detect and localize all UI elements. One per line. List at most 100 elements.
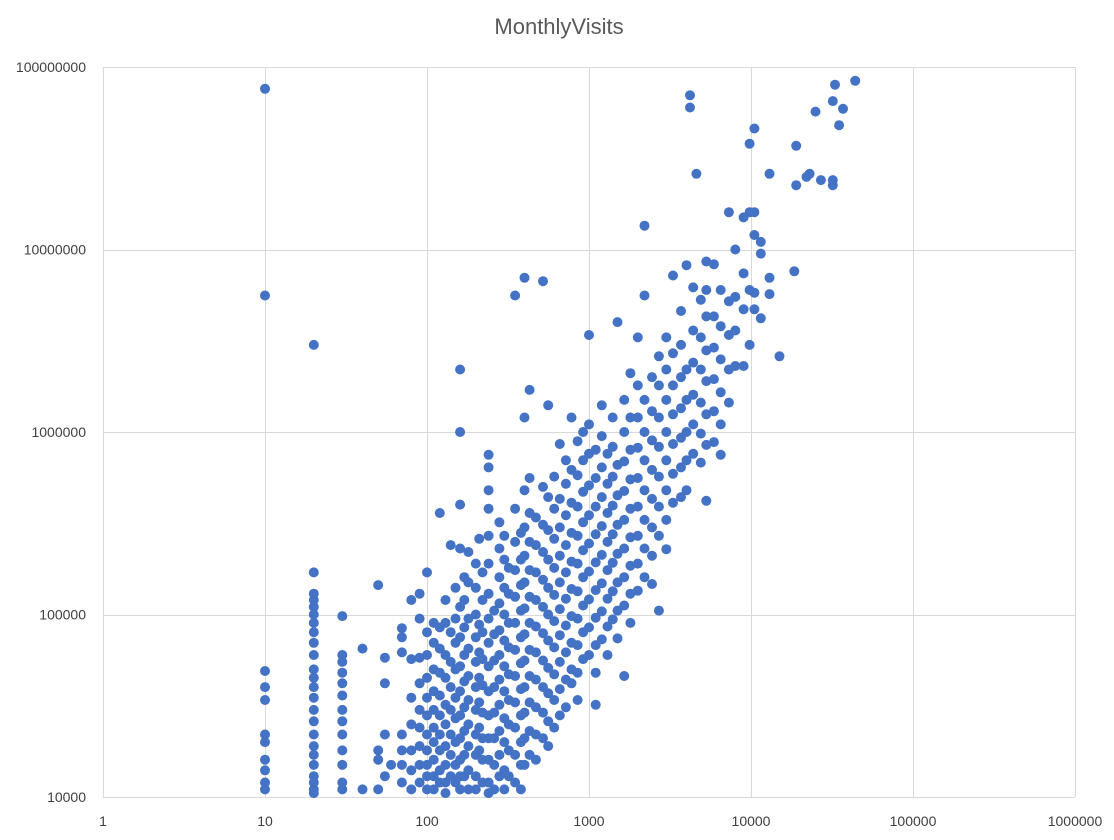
data-point <box>428 754 439 765</box>
data-point <box>530 595 541 605</box>
data-point <box>647 406 657 417</box>
data-point <box>260 666 270 676</box>
data-point <box>477 595 488 605</box>
data-point <box>445 682 456 693</box>
data-point <box>578 486 589 497</box>
data-point <box>619 456 630 467</box>
data-point <box>260 737 270 748</box>
data-point <box>308 682 319 693</box>
data-point <box>308 759 319 770</box>
data-point <box>647 579 657 589</box>
data-point <box>515 784 526 795</box>
data-point <box>602 621 613 632</box>
data-point <box>337 611 348 622</box>
gridlines <box>103 67 1076 798</box>
data-point <box>459 749 470 760</box>
data-point <box>708 406 719 417</box>
data-point <box>463 577 474 588</box>
data-point <box>549 503 560 514</box>
data-point <box>445 540 456 551</box>
data-point <box>440 788 451 799</box>
data-point <box>695 397 706 408</box>
data-point <box>499 784 510 795</box>
data-point <box>554 550 565 561</box>
data-point <box>738 304 749 315</box>
data-point <box>524 473 535 483</box>
data-point <box>708 374 719 385</box>
data-point <box>815 175 826 186</box>
data-point <box>434 729 445 740</box>
data-point <box>681 455 692 466</box>
data-point <box>602 650 613 660</box>
data-point <box>459 702 470 713</box>
data-point <box>379 652 390 663</box>
data-point <box>510 644 521 655</box>
data-point <box>560 540 571 551</box>
data-point <box>791 140 802 151</box>
data-point <box>510 536 521 547</box>
data-point <box>308 664 319 675</box>
data-point <box>560 567 571 578</box>
x-axis-tick-labels: 1 10 100 1000 10000 100000 1000000 <box>99 813 1102 829</box>
data-point <box>676 306 686 316</box>
data-point <box>791 180 802 191</box>
data-point <box>632 558 643 569</box>
data-point <box>668 270 678 281</box>
y-tick-label: 1000000 <box>31 424 86 440</box>
data-point <box>538 276 548 287</box>
data-point <box>510 697 521 708</box>
data-point <box>543 635 554 646</box>
data-point <box>827 180 838 191</box>
data-point <box>691 168 702 179</box>
data-point <box>455 499 466 510</box>
data-point <box>590 444 601 455</box>
data-point <box>494 674 505 685</box>
data-point <box>489 733 500 744</box>
data-point <box>612 548 623 559</box>
data-point <box>607 557 618 568</box>
x-tick-label: 1 <box>99 813 107 829</box>
data-point <box>463 613 474 624</box>
data-point <box>639 543 650 554</box>
data-point <box>701 495 712 506</box>
data-point <box>470 558 481 569</box>
data-point <box>308 339 319 350</box>
data-point <box>455 686 466 697</box>
data-point <box>260 695 270 705</box>
data-point <box>543 716 554 727</box>
data-point <box>379 678 390 689</box>
data-point <box>584 566 594 577</box>
data-point <box>639 455 650 466</box>
data-point <box>632 501 643 512</box>
data-point <box>406 719 417 730</box>
data-point <box>554 439 565 449</box>
data-point <box>455 661 466 672</box>
data-point <box>337 716 348 727</box>
data-point <box>738 361 749 371</box>
data-point <box>572 613 583 624</box>
data-point <box>688 389 699 400</box>
data-point <box>590 473 601 483</box>
data-point <box>653 471 664 482</box>
data-point <box>510 503 521 514</box>
data-point <box>661 427 672 437</box>
data-point <box>440 759 451 770</box>
data-point <box>676 372 686 383</box>
data-point <box>625 368 636 379</box>
data-point <box>308 617 319 628</box>
data-point <box>308 672 319 683</box>
data-point <box>607 500 618 511</box>
data-point <box>463 784 474 795</box>
data-point <box>463 695 474 705</box>
data-point <box>625 474 636 485</box>
data-point <box>470 609 481 620</box>
data-point <box>639 485 650 496</box>
data-point <box>685 90 695 101</box>
data-point <box>549 562 560 573</box>
data-point <box>483 449 494 460</box>
data-point <box>639 514 650 525</box>
data-point <box>474 619 485 630</box>
data-point <box>455 364 466 375</box>
data-point <box>483 558 494 569</box>
data-point <box>494 699 505 710</box>
